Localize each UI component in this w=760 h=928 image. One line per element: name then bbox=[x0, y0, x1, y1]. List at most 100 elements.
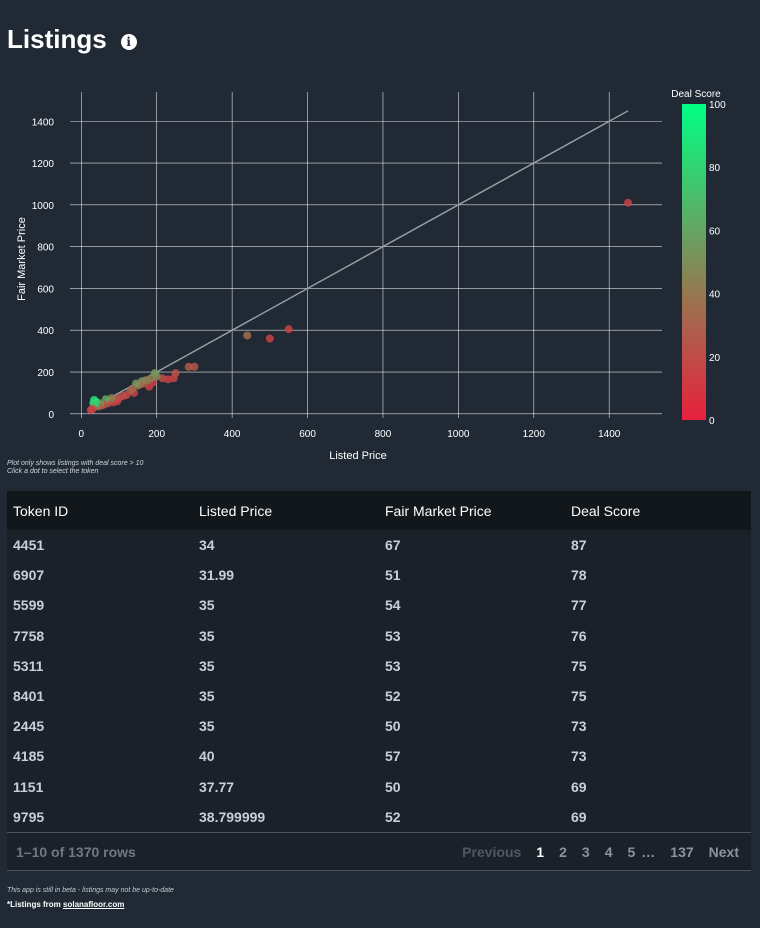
data-point[interactable] bbox=[243, 331, 252, 340]
y-tick-label: 0 bbox=[48, 410, 54, 421]
cell-listed-price: 37.77 bbox=[199, 778, 235, 795]
previous-page-button[interactable]: Previous bbox=[462, 843, 522, 860]
y-tick-label: 600 bbox=[37, 284, 54, 295]
y-tick-label: 1000 bbox=[32, 201, 55, 212]
listings-source-prefix: *Listings from bbox=[7, 900, 64, 909]
pagination-ellipsis: … bbox=[641, 843, 656, 860]
page-header: Listings i bbox=[7, 24, 137, 55]
table-row[interactable]: 9795 38.799999 52 69 bbox=[7, 802, 751, 832]
table-row[interactable]: 5599 35 54 77 bbox=[7, 590, 751, 620]
colorbar-tick-label: 40 bbox=[709, 290, 721, 301]
table-row[interactable]: 4185 40 57 73 bbox=[7, 741, 751, 771]
y-tick-label: 200 bbox=[37, 368, 54, 379]
scatter-chart: 0 200 400 600 800 1000 1200 1400020040060080010… bbox=[16, 89, 726, 462]
table-row[interactable]: 1151 37.77 50 69 bbox=[7, 772, 751, 802]
data-point[interactable] bbox=[86, 406, 95, 415]
cell-token-id: 6907 bbox=[13, 567, 45, 584]
data-point[interactable] bbox=[184, 362, 193, 371]
table-row[interactable]: 7758 35 53 76 bbox=[7, 621, 751, 651]
table-row[interactable]: 2445 35 50 73 bbox=[7, 711, 751, 741]
cell-fair-market-price: 57 bbox=[385, 748, 401, 765]
cell-fair-market-price: 50 bbox=[385, 778, 401, 795]
data-point[interactable] bbox=[190, 362, 199, 371]
x-tick-label: 800 bbox=[375, 429, 392, 440]
cell-token-id: 8401 bbox=[13, 688, 45, 705]
cell-deal-score: 77 bbox=[571, 597, 587, 614]
cell-fair-market-price: 53 bbox=[385, 627, 401, 644]
x-tick-label: 200 bbox=[148, 429, 165, 440]
cell-deal-score: 87 bbox=[571, 537, 587, 554]
cell-deal-score: 75 bbox=[571, 657, 587, 674]
page-button-4[interactable]: 4 bbox=[604, 843, 613, 860]
page-title: Listings bbox=[7, 24, 107, 54]
table-row[interactable]: 5311 35 53 75 bbox=[7, 651, 751, 681]
colorbar-tick-label: 100 bbox=[709, 100, 726, 111]
pagination-controls: Previous 1 2 3 4 5 … 137 Next bbox=[447, 844, 739, 860]
x-tick-label: 0 bbox=[79, 429, 85, 440]
fair-value-line bbox=[88, 110, 629, 411]
cell-fair-market-price: 67 bbox=[385, 537, 401, 554]
cell-listed-price: 35 bbox=[199, 718, 215, 735]
column-header-fair-market-price[interactable]: Fair Market Price bbox=[385, 502, 492, 519]
table-row[interactable]: 8401 35 52 75 bbox=[7, 681, 751, 711]
y-axis-title: Fair Market Price bbox=[16, 217, 28, 301]
y-tick-label: 400 bbox=[37, 326, 54, 337]
column-header-token-id[interactable]: Token ID bbox=[13, 502, 69, 519]
cell-listed-price: 35 bbox=[199, 688, 215, 705]
colorbar-tick-label: 60 bbox=[709, 226, 721, 237]
cell-token-id: 9795 bbox=[13, 808, 45, 825]
cell-token-id: 1151 bbox=[13, 778, 44, 795]
colorbar-tick-label: 0 bbox=[709, 416, 715, 427]
chart-note: Plot only shows listings with deal score… bbox=[7, 460, 143, 476]
cell-listed-price: 31.99 bbox=[199, 567, 235, 584]
cell-token-id: 7758 bbox=[13, 627, 45, 644]
cell-listed-price: 35 bbox=[199, 597, 215, 614]
y-tick-label: 800 bbox=[37, 243, 54, 254]
cell-deal-score: 78 bbox=[571, 567, 587, 584]
column-header-deal-score[interactable]: Deal Score bbox=[571, 502, 641, 519]
chart-note-click: Click a dot to select the token bbox=[7, 468, 99, 475]
page-button-last[interactable]: 137 bbox=[670, 843, 694, 860]
cell-deal-score: 76 bbox=[571, 627, 587, 644]
table-row[interactable]: 6907 31.99 51 78 bbox=[7, 560, 751, 590]
cell-token-id: 5599 bbox=[13, 597, 45, 614]
cell-deal-score: 75 bbox=[571, 688, 587, 705]
next-page-button[interactable]: Next bbox=[708, 843, 739, 860]
cell-listed-price: 40 bbox=[199, 748, 215, 765]
page-button-5[interactable]: 5 bbox=[627, 843, 636, 860]
x-tick-label: 600 bbox=[299, 429, 316, 440]
x-tick-label: 1400 bbox=[598, 429, 621, 440]
table-header-row: Token ID Listed Price Fair Market Price … bbox=[7, 491, 751, 530]
info-icon[interactable]: i bbox=[120, 33, 137, 50]
listings-table: Token ID Listed Price Fair Market Price … bbox=[7, 491, 751, 832]
x-tick-label: 1200 bbox=[523, 429, 546, 440]
data-point[interactable] bbox=[624, 198, 633, 207]
cell-listed-price: 38.799999 bbox=[199, 808, 266, 825]
cell-fair-market-price: 50 bbox=[385, 718, 401, 735]
cell-token-id: 4451 bbox=[13, 537, 45, 554]
beta-notice: This app is still in beta - listings may… bbox=[7, 887, 174, 894]
column-header-listed-price[interactable]: Listed Price bbox=[199, 502, 273, 519]
source-link[interactable]: solanafloor.com bbox=[63, 900, 125, 909]
cell-token-id: 2445 bbox=[13, 718, 45, 735]
cell-listed-price: 34 bbox=[199, 537, 215, 554]
cell-listed-price: 35 bbox=[199, 627, 215, 644]
cell-fair-market-price: 52 bbox=[385, 688, 401, 705]
cell-deal-score: 69 bbox=[571, 778, 587, 795]
cell-fair-market-price: 52 bbox=[385, 808, 401, 825]
chart-note-filter: Plot only shows listings with deal score… bbox=[7, 460, 144, 467]
pagination-bar: 1–10 of 1370 rows Previous 1 2 3 4 5 … 1… bbox=[7, 832, 751, 871]
table-row[interactable]: 4451 34 67 87 bbox=[7, 530, 751, 560]
x-tick-label: 1000 bbox=[447, 429, 470, 440]
colorbar-title: Deal Score bbox=[671, 89, 721, 100]
colorbar-tick-label: 80 bbox=[709, 163, 721, 174]
colorbar bbox=[682, 104, 706, 420]
cell-fair-market-price: 54 bbox=[385, 597, 401, 614]
page-button-2[interactable]: 2 bbox=[559, 843, 567, 860]
x-tick-label: 400 bbox=[224, 429, 241, 440]
cell-listed-price: 35 bbox=[199, 657, 215, 674]
page-button-3[interactable]: 3 bbox=[581, 843, 590, 860]
data-point[interactable] bbox=[265, 334, 274, 343]
data-point[interactable] bbox=[284, 325, 293, 334]
page-button-1[interactable]: 1 bbox=[536, 843, 545, 860]
